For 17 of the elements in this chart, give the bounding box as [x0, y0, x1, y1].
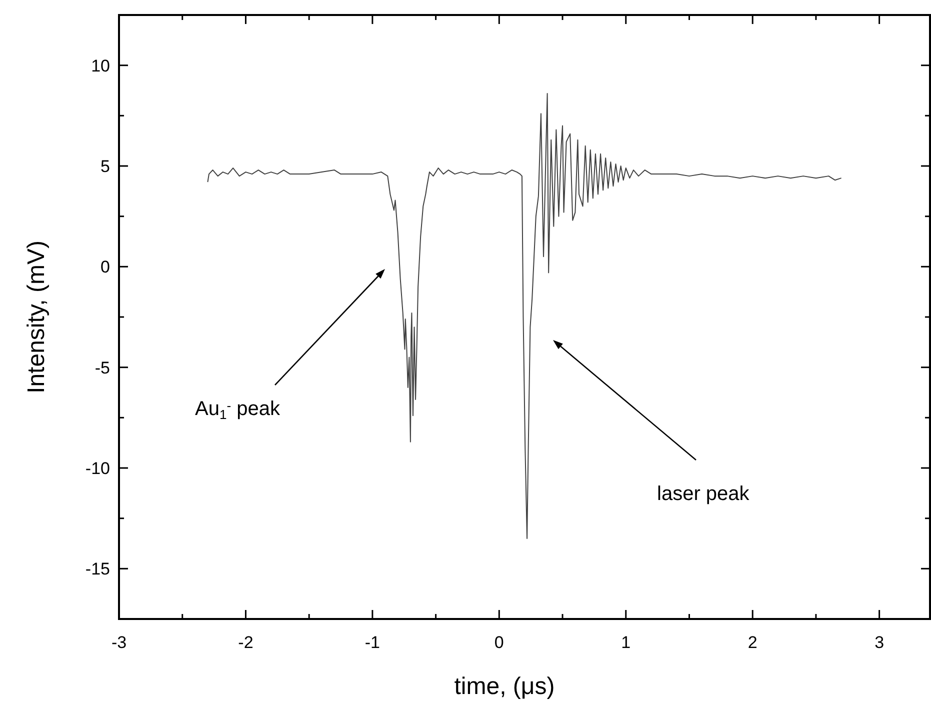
x-tick-label: 3	[874, 633, 884, 652]
y-tick-label: 0	[100, 258, 110, 277]
y-tick-label: 10	[91, 56, 110, 76]
annotation: Au$_{1}$$^{-}$ peak	[195, 398, 281, 422]
x-tick-label: -1	[364, 633, 380, 652]
y-tick-label: -15	[85, 560, 110, 579]
x-tick-label: 1	[621, 633, 631, 652]
x-tick-label: -3	[111, 633, 127, 652]
y-tick-label: -10	[85, 458, 110, 478]
x-tick-label: 0	[494, 633, 504, 652]
x-tick-label: -2	[238, 633, 254, 652]
annotation: laser peak	[657, 483, 750, 505]
y-axis-title: Intensity, (mV)	[23, 240, 50, 394]
y-tick-label: -5	[94, 358, 110, 378]
x-axis-title: time, (μs)	[454, 673, 555, 700]
y-tick-label: 5	[100, 156, 110, 176]
x-tick-label: 2	[748, 633, 758, 652]
